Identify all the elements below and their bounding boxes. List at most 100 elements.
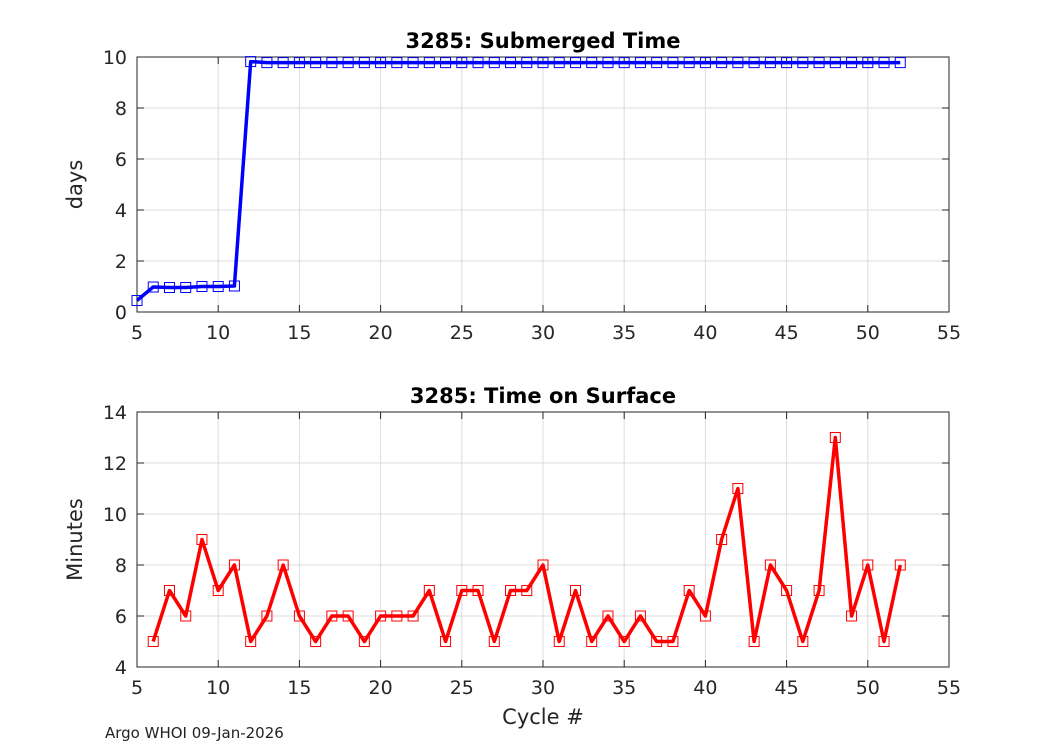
- surface-data-point: [472, 585, 484, 596]
- submerged-data-point: [683, 57, 695, 69]
- submerged-data-point: [894, 57, 906, 69]
- submerged-y-tick-label: 8: [115, 98, 127, 120]
- submerged-data-point: [277, 57, 289, 69]
- surface-data-point: [163, 585, 175, 596]
- surface-data-point: [586, 636, 598, 647]
- surface-data-point: [261, 610, 273, 622]
- surface-data-point: [813, 585, 825, 596]
- surface-data-point: [651, 636, 663, 647]
- surface-y-axis-label: Minutes: [63, 498, 87, 581]
- submerged-x-tick-label: 10: [206, 322, 230, 344]
- submerged-x-tick-label: 55: [937, 322, 961, 344]
- submerged-data-point: [667, 57, 679, 69]
- surface-y-tick-label: 14: [103, 402, 127, 424]
- submerged-data-point: [862, 57, 874, 69]
- submerged-data-point: [261, 57, 273, 69]
- surface-data-point: [618, 636, 630, 647]
- submerged-time-chart: 5 10 15 20 25 30 35 40 45 50 55 0 2 4 6 8 10 3285: Submer…: [63, 29, 961, 344]
- surface-data-point: [699, 610, 711, 622]
- submerged-data-point: [813, 57, 825, 69]
- submerged-data-point: [553, 57, 565, 69]
- submerged-data-point: [732, 57, 744, 69]
- surface-data-point: [829, 432, 841, 443]
- submerged-data-point: [456, 57, 468, 69]
- submerged-data-point: [131, 295, 143, 307]
- submerged-y-tick-label: 0: [115, 302, 127, 324]
- submerged-data-point: [196, 281, 208, 292]
- surface-data-point: [634, 610, 646, 622]
- surface-x-tick-label: 55: [937, 677, 961, 699]
- submerged-data-point: [180, 282, 192, 294]
- surface-chart-title: 3285: Time on Surface: [410, 384, 676, 408]
- surface-data-point: [180, 610, 192, 622]
- submerged-x-tick-label: 25: [450, 322, 474, 344]
- surface-data-point: [846, 610, 858, 622]
- surface-x-tick-label: 15: [287, 677, 311, 699]
- submerged-data-point: [488, 57, 500, 69]
- surface-data-point: [342, 610, 354, 622]
- surface-data-point: [147, 636, 159, 647]
- surface-data-point: [505, 585, 517, 596]
- surface-data-point: [667, 636, 679, 647]
- submerged-data-point: [423, 57, 435, 69]
- submerged-x-tick-label: 20: [369, 322, 393, 344]
- surface-x-tick-label: 40: [693, 677, 717, 699]
- submerged-data-point: [375, 57, 387, 69]
- surface-data-point: [407, 610, 419, 622]
- submerged-y-axis-label: days: [63, 160, 87, 210]
- surface-x-tick-label: 20: [369, 677, 393, 699]
- submerged-y-tick-label: 10: [103, 47, 127, 69]
- surface-data-point: [521, 585, 533, 596]
- submerged-data-point: [878, 57, 890, 69]
- submerged-data-point: [748, 57, 760, 69]
- surface-data-point: [569, 585, 581, 596]
- surface-x-tick-label: 35: [612, 677, 636, 699]
- surface-x-tick-label: 25: [450, 677, 474, 699]
- surface-x-tick-label: 30: [531, 677, 555, 699]
- footer-credit: Argo WHOI 09-Jan-2026: [105, 724, 284, 742]
- submerged-data-point: [391, 57, 403, 69]
- surface-x-tick-label: 50: [856, 677, 880, 699]
- surface-data-point: [878, 636, 890, 647]
- submerged-x-tick-label: 45: [775, 322, 799, 344]
- surface-y-tick-label: 8: [115, 555, 127, 577]
- submerged-data-point: [716, 57, 728, 69]
- surface-data-point: [310, 636, 322, 647]
- submerged-x-tick-label: 5: [131, 322, 143, 344]
- submerged-data-point: [569, 57, 581, 69]
- submerged-data-point: [846, 57, 858, 69]
- surface-y-tick-label: 4: [115, 657, 127, 679]
- surface-data-point: [245, 636, 257, 647]
- submerged-x-tick-label: 15: [287, 322, 311, 344]
- surface-time-chart: 5 10 15 20 25 30 35 40 45 50 55 4 6 8 10 12 14 3285: Time…: [63, 384, 961, 729]
- submerged-data-point: [472, 57, 484, 69]
- submerged-data-point: [245, 56, 257, 68]
- submerged-chart-title: 3285: Submerged Time: [405, 29, 680, 53]
- submerged-data-point: [358, 57, 370, 69]
- surface-x-tick-label: 5: [131, 677, 143, 699]
- surface-data-point: [440, 636, 452, 647]
- surface-data-point: [602, 610, 614, 622]
- surface-data-point: [553, 636, 565, 647]
- submerged-data-point: [634, 57, 646, 69]
- surface-data-point: [375, 610, 387, 622]
- surface-data-point: [277, 559, 289, 571]
- submerged-x-tick-label: 35: [612, 322, 636, 344]
- surface-data-point: [212, 585, 224, 596]
- surface-data-point: [423, 585, 435, 596]
- surface-data-point: [894, 559, 906, 571]
- surface-data-point: [358, 636, 370, 647]
- submerged-data-point: [342, 57, 354, 69]
- surface-x-tick-label: 45: [775, 677, 799, 699]
- surface-x-axis-label: Cycle #: [502, 705, 584, 729]
- submerged-data-point: [651, 57, 663, 69]
- submerged-data-point: [293, 57, 305, 69]
- surface-y-tick-label: 12: [103, 453, 127, 475]
- submerged-y-tick-label: 2: [115, 251, 127, 273]
- surface-data-point: [732, 483, 744, 494]
- submerged-data-point: [602, 57, 614, 69]
- surface-data-point: [862, 559, 874, 571]
- submerged-y-tick-label: 4: [115, 200, 127, 222]
- submerged-x-tick-label: 50: [856, 322, 880, 344]
- submerged-data-point: [163, 282, 175, 294]
